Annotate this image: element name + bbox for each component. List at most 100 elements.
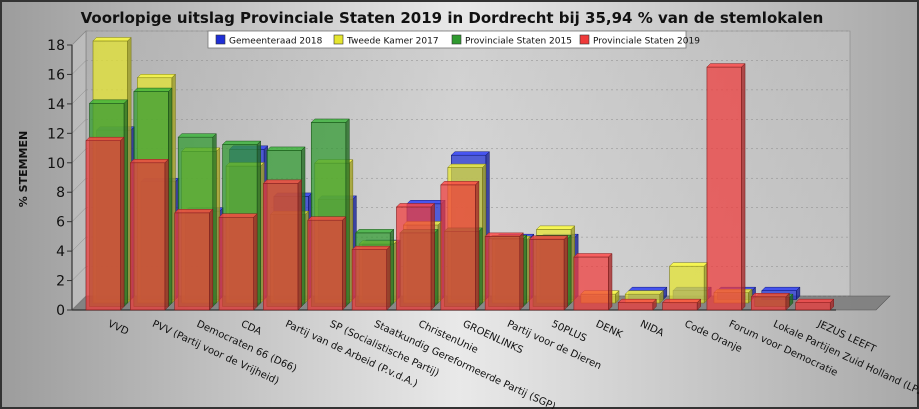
bar <box>661 298 702 311</box>
chart-title: Voorlopige uitslag Provinciale Staten 20… <box>81 9 824 27</box>
legend-label: Provinciale Staten 2015 <box>465 37 572 47</box>
bar-side <box>301 146 306 308</box>
bar-top <box>174 209 214 214</box>
legend-label: Provinciale Staten 2019 <box>593 37 700 47</box>
bar <box>573 252 613 311</box>
y-tick-label: 6 <box>56 215 65 231</box>
bar-side <box>523 234 528 308</box>
side-wall <box>71 30 87 311</box>
gridline-side <box>71 236 87 252</box>
bar-face <box>307 219 343 311</box>
bar-top <box>262 179 303 184</box>
bar-top <box>88 99 129 104</box>
bar-top <box>528 235 569 240</box>
bar-side <box>430 202 435 311</box>
bar <box>395 202 436 311</box>
bar <box>617 298 657 311</box>
bar-top <box>447 163 487 168</box>
bar-side <box>123 99 128 308</box>
bar-face <box>396 206 432 311</box>
bar-side <box>652 298 657 311</box>
gridline-side <box>71 89 87 105</box>
bar <box>262 179 303 311</box>
y-axis-label: % STEMMEN <box>17 131 30 207</box>
bar-top <box>218 213 258 218</box>
bar-side <box>796 286 801 301</box>
bar-top <box>85 136 125 141</box>
y-tick-label: 4 <box>56 244 65 260</box>
bar-side <box>164 158 169 311</box>
bar-face <box>351 249 388 311</box>
bar-top <box>266 146 306 151</box>
y-tick-label: 16 <box>47 67 65 83</box>
bar-top <box>177 133 217 138</box>
bar-top <box>573 253 613 258</box>
gridline-side <box>71 295 87 311</box>
legend-item: Provinciale Staten 2019 <box>579 34 700 47</box>
bar-group <box>85 36 835 311</box>
bar-side <box>478 227 483 308</box>
bar <box>307 216 347 311</box>
bar <box>706 62 746 311</box>
bar-top <box>351 245 391 250</box>
bar-side <box>209 208 214 311</box>
bar-side <box>342 216 347 311</box>
bar-top <box>129 159 170 164</box>
legend-swatch <box>451 34 462 45</box>
bar-top <box>535 225 576 230</box>
bar-side <box>608 252 613 311</box>
bar-side <box>253 213 258 311</box>
legend-swatch <box>333 34 344 45</box>
bar-face <box>440 184 476 311</box>
bar-side <box>785 292 790 311</box>
bar-face <box>662 302 698 311</box>
bar-side <box>389 228 394 308</box>
bar-top <box>133 87 173 92</box>
legend-item: Tweede Kamer 2017 <box>333 34 439 47</box>
legend-label: Gemeenteraad 2018 <box>229 37 323 47</box>
bar <box>351 245 391 311</box>
gridline-side <box>71 207 87 222</box>
bar-side <box>345 118 350 308</box>
bar-face <box>529 239 565 311</box>
bar-top <box>761 286 801 291</box>
y-tick-label: 14 <box>47 97 65 113</box>
bar-side <box>120 136 125 311</box>
bar-face <box>669 265 705 304</box>
bar-top <box>617 298 657 303</box>
bar <box>668 262 709 304</box>
bar-top <box>484 232 524 237</box>
bar-side <box>297 179 302 311</box>
gridline-side <box>71 119 87 134</box>
y-tick-label: 0 <box>56 303 65 319</box>
bar-top <box>661 298 702 303</box>
bar-top <box>136 74 177 78</box>
bar-side <box>829 298 834 311</box>
legend-box <box>207 30 687 49</box>
bar-top <box>395 203 436 208</box>
bar <box>440 180 480 311</box>
bar-top <box>795 298 835 303</box>
bar-side <box>615 290 620 304</box>
bar-top <box>92 37 132 42</box>
bar <box>218 213 258 311</box>
bar <box>85 136 125 311</box>
bar-face <box>795 302 831 311</box>
bar-side <box>519 232 524 311</box>
bar-top <box>221 140 262 145</box>
bar-face <box>263 183 299 311</box>
bar-top <box>310 118 350 123</box>
y-tick-label: 18 <box>47 38 65 54</box>
bar-face <box>617 302 654 311</box>
bar-face <box>706 66 742 311</box>
legend-item: Provinciale Staten 2015 <box>451 34 572 47</box>
legend-swatch <box>215 34 226 45</box>
bar-top <box>706 63 746 68</box>
bar-side <box>567 234 572 308</box>
bar <box>528 235 569 311</box>
bar <box>129 158 170 311</box>
bar-side <box>434 228 439 308</box>
bar-side <box>256 140 261 308</box>
